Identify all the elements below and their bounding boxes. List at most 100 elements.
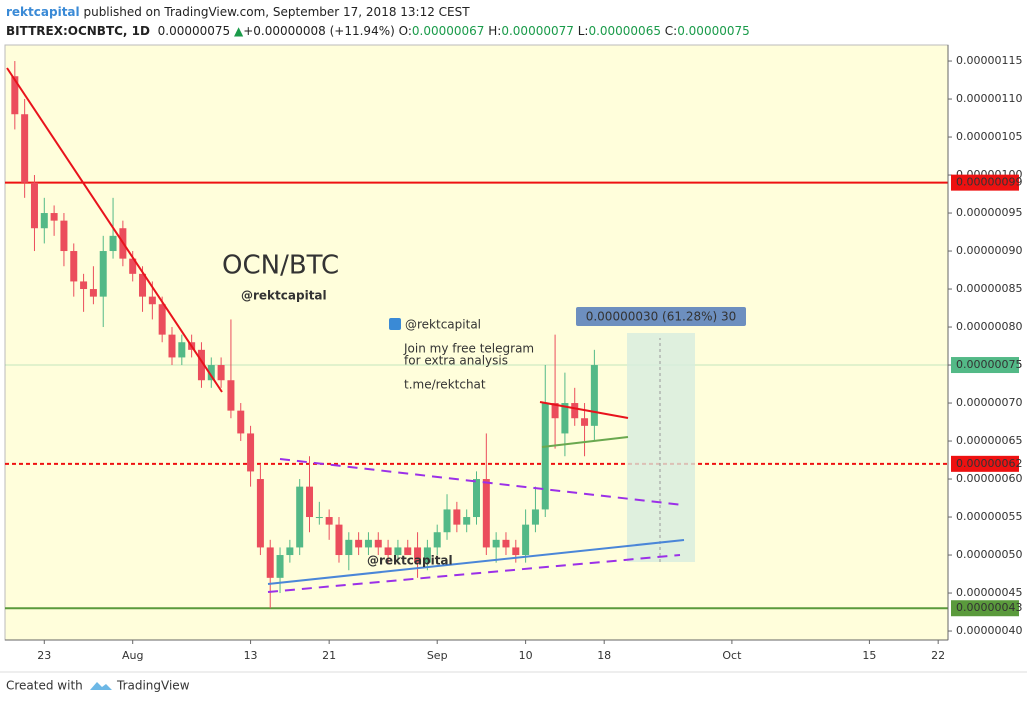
symbol: BITTREX:OCNBTC, 1D	[6, 24, 150, 38]
candle-body	[384, 547, 392, 556]
candle-body	[414, 547, 422, 563]
trend-line	[541, 436, 629, 448]
y-tick-label: 0.00000095	[956, 206, 1022, 219]
candle-body	[148, 296, 156, 305]
candle-body	[207, 365, 215, 381]
y-tick-label: 0.00000080	[956, 320, 1022, 333]
candle-body	[158, 304, 166, 335]
candle-body	[394, 547, 402, 556]
y-tick-label: 0.00000065	[956, 434, 1022, 447]
measure-box	[627, 333, 695, 562]
candle-body	[178, 342, 186, 358]
measure-label-box	[576, 307, 746, 326]
ohlc-value: 0.00000075	[677, 24, 750, 38]
level-label: 0.00000062	[956, 457, 1022, 470]
candle-body	[50, 213, 58, 221]
last: 0.00000075	[157, 24, 231, 38]
trend-line	[539, 401, 629, 419]
up-arrow: ▲	[233, 24, 244, 38]
candle-body	[541, 403, 549, 510]
level-label-box	[951, 455, 1019, 472]
author[interactable]: rektcapital	[6, 5, 80, 19]
level-label: 0.00000099	[956, 176, 1022, 189]
footer-brand[interactable]: TradingView	[116, 679, 190, 693]
header: rektcapital published on TradingView.com…	[6, 3, 750, 41]
logo	[90, 682, 112, 690]
x-tick-label: 13	[244, 649, 258, 662]
y-tick-label: 0.00000115	[956, 54, 1022, 67]
title: OCN/BTC	[222, 251, 339, 281]
ohlc-value: 0.00000077	[501, 24, 574, 38]
handle: @rektcapital	[241, 289, 327, 303]
candle-body	[306, 486, 314, 518]
level-label-box	[951, 600, 1019, 617]
candle-body	[581, 418, 589, 426]
note: for extra analysis	[404, 354, 508, 368]
candle-body	[561, 403, 569, 434]
candle-body	[89, 289, 97, 297]
y-tick-label: 0.00000045	[956, 586, 1022, 599]
ohlc-value: 0.00000065	[588, 24, 661, 38]
candle-body	[463, 517, 471, 525]
measure-label: 0.00000030 (61.28%) 30	[586, 310, 737, 324]
candle-body	[325, 517, 333, 525]
candle-body	[531, 509, 539, 525]
candle-body	[374, 539, 382, 548]
candle-body	[99, 251, 107, 297]
candles	[11, 61, 598, 609]
candle-body	[522, 524, 530, 556]
candle-body	[30, 182, 38, 229]
ohlc: O:0.00000067 H:0.00000077 L:0.00000065 C…	[399, 24, 750, 38]
candle-body	[70, 251, 78, 282]
link: t.me/rektchat	[404, 378, 486, 392]
ohlc-label: C:	[664, 24, 678, 38]
level-label-box	[951, 357, 1019, 374]
candle-body	[139, 273, 147, 297]
candle-body	[482, 479, 490, 548]
candle-body	[355, 539, 363, 548]
candle-body	[335, 524, 343, 556]
candle-body	[551, 403, 559, 419]
candle-body	[433, 532, 441, 548]
candle-body	[217, 365, 225, 381]
published: published on TradingView.com, September …	[83, 5, 470, 19]
candle-body	[423, 547, 431, 563]
footer: Created with	[6, 679, 83, 693]
candle-body	[168, 334, 176, 358]
candle-body	[443, 509, 451, 533]
trend-line	[267, 539, 685, 585]
x-tick-label: 18	[597, 649, 611, 662]
candle-body	[11, 76, 19, 115]
handle: @rektcapital	[367, 554, 453, 568]
ohlc-label: O:	[398, 24, 412, 38]
trend-line	[6, 67, 223, 393]
levels	[5, 181, 948, 610]
trend-line	[267, 554, 681, 593]
candle-body	[109, 235, 117, 252]
candle-body	[345, 539, 353, 556]
candle-body	[227, 380, 235, 411]
candle-body	[502, 539, 510, 548]
x-tick-label: 10	[519, 649, 533, 662]
y-tick-label: 0.00000050	[956, 548, 1022, 561]
ohlc-label: H:	[488, 24, 502, 38]
candle-body	[256, 479, 264, 548]
candle-body	[296, 486, 304, 548]
x-tick-label: 22	[931, 649, 945, 662]
note: Join my free telegram	[403, 342, 534, 356]
candle-body	[276, 555, 284, 578]
x-tick-label: 21	[322, 649, 336, 662]
candle-body	[315, 517, 323, 519]
y-tick-label: 0.00000060	[956, 472, 1022, 485]
candle-body	[492, 539, 500, 548]
y-tick-label: 0.00000070	[956, 396, 1022, 409]
x-tick-label: 15	[862, 649, 876, 662]
candle-body	[473, 479, 480, 518]
level-label: 0.00000075	[956, 358, 1022, 371]
twitter-icon	[389, 318, 401, 330]
candle-body	[247, 433, 255, 472]
ohlc-label: L:	[577, 24, 589, 38]
candle-body	[590, 365, 598, 426]
